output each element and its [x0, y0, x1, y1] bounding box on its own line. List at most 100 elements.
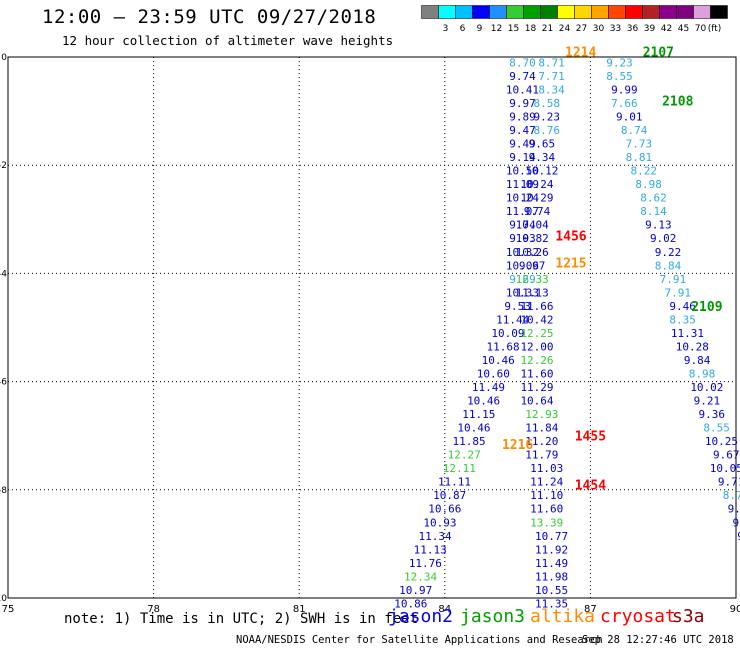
y-tick-label: -8 [0, 486, 7, 496]
data-label: 11.98 [535, 570, 568, 583]
time-label: 2108 [662, 94, 693, 109]
data-label: 12.11 [443, 462, 476, 475]
data-label: 9.49 [509, 138, 536, 151]
data-label: 8.79 [723, 489, 740, 502]
x-tick-label: 84 [438, 604, 451, 615]
data-label: 8.34 [538, 83, 565, 96]
data-label: 10.04 [516, 219, 549, 232]
colorbar-label: 6 [460, 24, 466, 34]
data-label: 9.36 [698, 408, 725, 421]
data-label: 8.58 [533, 97, 560, 110]
data-label: 11.31 [671, 327, 704, 340]
data-label: 7.91 [665, 286, 692, 299]
legend-item-cryosat: cryosat [600, 606, 676, 627]
colorbar: 3 6 9 12 15 18 21 24 27 30 33 36 39 42 45 70 (ft) [421, 5, 728, 34]
data-label: 9.01 [616, 111, 643, 124]
time-label: 1216 [502, 438, 533, 453]
time-label: 1454 [575, 478, 606, 493]
data-label: 9.23 [606, 56, 633, 69]
data-label: 9.47 [509, 124, 536, 137]
data-label: 11.15 [462, 408, 495, 421]
data-label: 11.35 [535, 597, 568, 610]
data-label: 11.29 [520, 381, 553, 394]
data-label: 10.64 [520, 395, 553, 408]
data-label: 11.85 [453, 435, 486, 448]
data-label: 11.44 [496, 313, 529, 326]
legend-item-jason2: jason2 [388, 606, 454, 627]
colorbar-label: 3 [443, 24, 449, 34]
data-label: 8.71 [538, 56, 565, 69]
data-label: 9.74 [524, 205, 551, 218]
data-label: 10.06 [506, 259, 539, 272]
data-label: 11.09 [506, 178, 539, 191]
data-label: 11.13 [516, 286, 549, 299]
data-label: 9.21 [694, 395, 721, 408]
data-label: 8.14 [640, 205, 667, 218]
data-label: 12.25 [520, 327, 553, 340]
data-label: 10.60 [477, 367, 510, 380]
legend-item-s3a: s3a [672, 606, 705, 627]
time-label: 1456 [555, 230, 586, 245]
data-label: 11.20 [525, 435, 558, 448]
data-label: 11.84 [525, 422, 558, 435]
time-label: 1455 [575, 430, 606, 445]
data-label: 9.71 [718, 476, 740, 489]
data-label: 8.55 [703, 422, 730, 435]
colorbar-label: 12 [491, 24, 502, 34]
data-label: 8.35 [669, 313, 696, 326]
colorbar-label: 15 [508, 24, 519, 34]
colorbar-label: 9 [477, 24, 483, 34]
data-label: 11.66 [520, 300, 553, 313]
time-label: 1214 [565, 46, 596, 61]
page-title: 12:00 – 23:59 UTC 09/27/2018 [42, 6, 377, 28]
colorbar-label: 39 [644, 24, 656, 34]
data-label: 10.12 [525, 165, 558, 178]
data-label: 9.97 [519, 259, 546, 272]
data-label: 9.28 [728, 503, 740, 516]
data-label: 8.84 [655, 259, 682, 272]
data-label: 10.28 [676, 340, 709, 353]
data-label: 11.49 [535, 557, 568, 570]
data-label: 11.11 [438, 476, 471, 489]
units-note: note: 1) Time is in UTC; 2) SWH is in fe… [64, 611, 419, 627]
data-label: 9.23 [533, 111, 560, 124]
data-label: 10.66 [428, 503, 461, 516]
colorbar-label: 70 [695, 24, 707, 34]
data-label: 10.55 [535, 584, 568, 597]
data-label: 10.46 [467, 395, 500, 408]
data-label: 8.70 [509, 56, 536, 69]
data-label: 11.92 [535, 543, 568, 556]
data-label: 8.62 [640, 192, 667, 205]
data-label: 9.69 [509, 273, 536, 286]
data-label: 10.02 [690, 381, 723, 394]
data-label: 11.60 [530, 503, 563, 516]
x-tick-label: 81 [293, 604, 306, 615]
x-tick-label: 87 [584, 604, 597, 615]
data-label: 7.91 [660, 273, 687, 286]
time-label: 1215 [555, 257, 586, 272]
time-label: 2107 [643, 46, 674, 61]
footer-timestamp: Sep 28 12:27:46 UTC 2018 [582, 634, 734, 646]
data-label: 8.98 [689, 367, 716, 380]
data-label: 12.34 [404, 570, 437, 583]
data-label: 12.33 [516, 273, 549, 286]
data-label: 8.98 [635, 178, 662, 191]
data-label: 11.49 [472, 381, 505, 394]
y-tick-label: -2 [0, 161, 7, 171]
data-label: 11.24 [530, 476, 563, 489]
data-label: 10.93 [423, 516, 456, 529]
data-label: 11.03 [530, 462, 563, 475]
data-label: 11.68 [486, 340, 519, 353]
data-label: 10.41 [506, 83, 539, 96]
time-label: 2109 [691, 300, 722, 315]
data-label: 10.25 [705, 435, 738, 448]
footer-credit: NOAA/NESDIS Center for Satellite Applica… [236, 634, 603, 646]
data-label: 10.46 [482, 354, 515, 367]
data-label: 9.14 [509, 151, 536, 164]
data-label: 9.89 [509, 111, 536, 124]
data-label: 8.55 [606, 70, 633, 83]
y-tick-label: -10 [0, 594, 7, 604]
y-tick-label: -4 [0, 269, 7, 279]
